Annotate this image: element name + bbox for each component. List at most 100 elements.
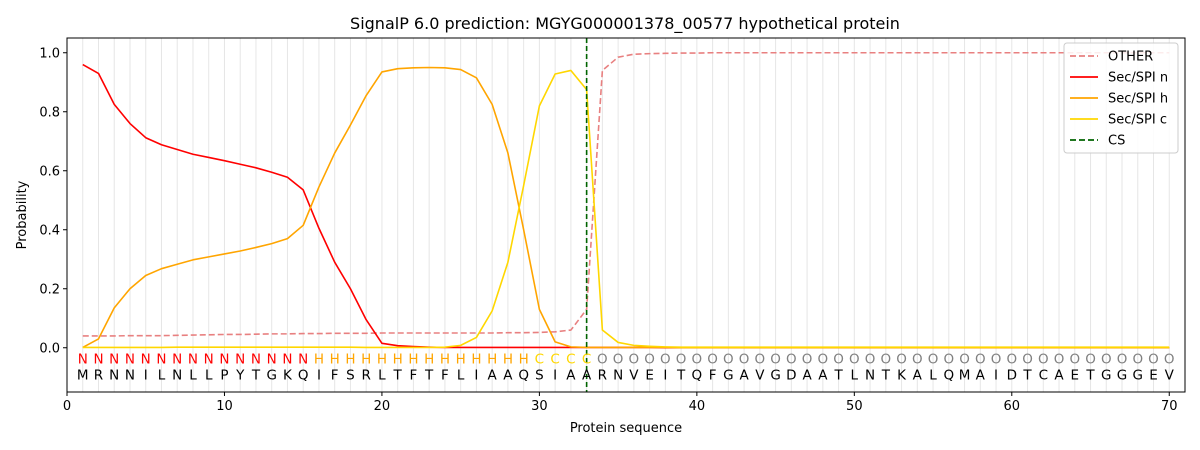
region-label: N (93, 351, 103, 367)
region-label: O (723, 351, 734, 367)
residue-label: T (1022, 368, 1032, 384)
residue-label: L (189, 368, 197, 384)
residue-label: S (535, 368, 544, 384)
axes: 0 10 20 30 40 50 60 70 0.0 0.2 0.4 0.6 0.8 1.0 (39, 46, 1177, 414)
residue-label: T (251, 368, 261, 384)
region-label: C (582, 351, 591, 367)
residue-label: M (77, 368, 89, 384)
sequence-labels: NMNRNNNNNINLNNNLNLNPNYNTNGNKNQHIHFHSHRHL… (77, 351, 1175, 383)
residue-label: N (125, 368, 135, 384)
region-label: O (1117, 351, 1128, 367)
residue-label: P (220, 368, 228, 384)
y-tick-label: 1.0 (39, 46, 60, 61)
residue-label: G (266, 368, 276, 384)
region-label: H (361, 351, 371, 367)
region-label: O (597, 351, 608, 367)
residue-label: I (663, 368, 667, 384)
series-line-other (82, 51, 1170, 337)
residue-label: E (1071, 368, 1080, 384)
region-label: H (330, 351, 340, 367)
residue-label: L (929, 368, 937, 384)
legend: OTHER Sec/SPI n Sec/SPI h Sec/SPI c CS (1063, 42, 1179, 154)
x-tick-label: 40 (689, 399, 706, 414)
region-label: O (739, 351, 750, 367)
y-tick-label: 0.8 (39, 105, 60, 120)
residue-label: F (410, 368, 418, 384)
residue-label: D (1007, 368, 1017, 384)
region-label: O (676, 351, 687, 367)
y-tick-label: 0.0 (39, 341, 60, 356)
x-axis-label: Protein sequence (570, 421, 682, 436)
residue-label: Q (692, 368, 703, 384)
region-label: O (802, 351, 813, 367)
region-label: O (613, 351, 624, 367)
series-layer (82, 38, 1170, 392)
region-label: O (629, 351, 640, 367)
region-label: O (1022, 351, 1033, 367)
region-label: N (235, 351, 245, 367)
residue-label: I (994, 368, 998, 384)
region-label: H (503, 351, 513, 367)
region-label: O (833, 351, 844, 367)
residue-label: V (629, 368, 639, 384)
region-label: O (849, 351, 860, 367)
x-tick-label: 70 (1161, 399, 1178, 414)
region-label: N (141, 351, 151, 367)
region-label: H (440, 351, 450, 367)
y-tick-label: 0.6 (39, 164, 60, 179)
region-label: O (1054, 351, 1065, 367)
residue-label: K (283, 368, 293, 384)
residue-label: G (723, 368, 733, 384)
legend-label: Sec/SPI c (1108, 113, 1167, 128)
region-label: O (975, 351, 986, 367)
region-label: N (125, 351, 135, 367)
residue-label: M (959, 368, 971, 384)
residue-label: Y (235, 368, 245, 384)
residue-label: G (770, 368, 780, 384)
residue-label: N (172, 368, 182, 384)
region-label: O (707, 351, 718, 367)
region-label: N (219, 351, 229, 367)
residue-label: A (488, 368, 498, 384)
residue-label: F (441, 368, 449, 384)
residue-label: A (503, 368, 513, 384)
region-label: O (644, 351, 655, 367)
residue-label: T (393, 368, 403, 384)
residue-label: A (913, 368, 923, 384)
residue-label: R (94, 368, 103, 384)
region-label: O (1006, 351, 1017, 367)
residue-label: E (645, 368, 654, 384)
residue-label: G (1101, 368, 1111, 384)
region-label: O (928, 351, 939, 367)
series-line-sec-spi-h (82, 66, 1170, 349)
residue-label: T (676, 368, 686, 384)
x-tick-label: 60 (1004, 399, 1021, 414)
residue-label: T (1085, 368, 1095, 384)
region-label: O (865, 351, 876, 367)
legend-label: CS (1108, 134, 1125, 149)
residue-label: E (1149, 368, 1158, 384)
region-label: N (172, 351, 182, 367)
residue-label: N (865, 368, 875, 384)
x-tick-label: 50 (846, 399, 863, 414)
residue-label: N (109, 368, 119, 384)
residue-label: C (1039, 368, 1048, 384)
region-label: O (1085, 351, 1096, 367)
plot-frame (66, 37, 1186, 393)
region-label: N (267, 351, 277, 367)
region-label: O (1101, 351, 1112, 367)
legend-label: Sec/SPI n (1108, 71, 1168, 86)
residue-label: N (613, 368, 623, 384)
residue-label: A (802, 368, 812, 384)
region-label: N (109, 351, 119, 367)
residue-label: V (1165, 368, 1175, 384)
region-label: O (959, 351, 970, 367)
region-label: H (408, 351, 418, 367)
region-label: H (345, 351, 355, 367)
residue-label: L (378, 368, 386, 384)
region-label: O (943, 351, 954, 367)
legend-label: Sec/SPI h (1108, 92, 1168, 107)
region-label: O (991, 351, 1002, 367)
region-label: O (1038, 351, 1049, 367)
